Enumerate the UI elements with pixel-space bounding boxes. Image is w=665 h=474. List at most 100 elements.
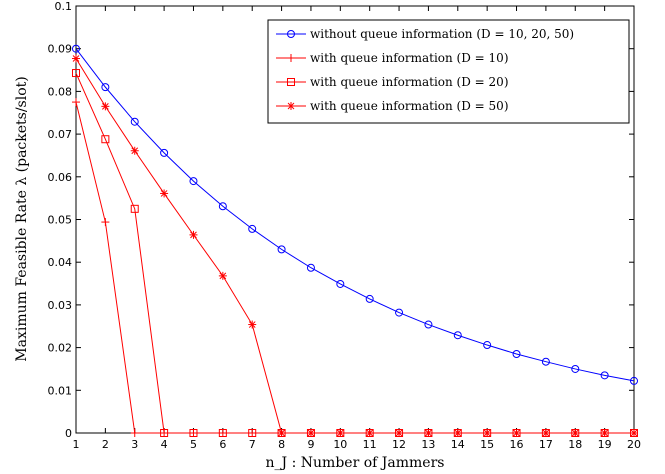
data-point <box>160 189 169 198</box>
y-tick-label: 0.02 <box>48 342 73 355</box>
data-point <box>483 341 492 350</box>
legend-label: with queue information (D = 50) <box>310 99 509 113</box>
data-point <box>218 271 227 280</box>
data-point <box>571 364 580 373</box>
y-tick-label: 0.06 <box>48 171 73 184</box>
data-point <box>541 429 550 437</box>
data-point <box>189 429 198 437</box>
data-point <box>336 279 345 288</box>
legend-entry: with queue information (D = 50) <box>276 99 509 113</box>
y-tick-label: 0.07 <box>48 128 73 141</box>
data-point <box>395 308 404 317</box>
x-tick-label: 20 <box>627 438 641 451</box>
series-1 <box>72 44 638 385</box>
data-point <box>248 429 257 437</box>
data-point <box>130 117 139 126</box>
data-point <box>189 177 198 186</box>
x-tick-label: 7 <box>249 438 256 451</box>
data-point <box>218 202 227 211</box>
x-tick-label: 4 <box>161 438 168 451</box>
data-point <box>130 146 139 155</box>
data-point <box>101 218 110 227</box>
x-tick-label: 13 <box>421 438 435 451</box>
y-tick-label: 0 <box>65 427 72 440</box>
data-point <box>512 429 521 437</box>
legend-marker <box>287 54 295 62</box>
y-axis-label: Maximum Feasible Rate λ (packets/slot) <box>14 76 30 361</box>
axis-ticks: 1 2 3 4 5 6 7 8 9 10 11 12 13 14 15 16 17 18 19 2000.010.02… <box>48 0 642 451</box>
legend: without queue information (D = 10, 20, 5… <box>267 19 630 124</box>
data-point <box>72 98 80 107</box>
data-point <box>248 320 257 329</box>
legend-entry: without queue information (D = 10, 20, 5… <box>276 27 574 41</box>
data-point <box>365 429 374 437</box>
data-point <box>453 331 462 340</box>
y-tick-label: 0.05 <box>48 214 73 227</box>
data-point <box>160 148 169 157</box>
x-tick-label: 1 <box>73 438 80 451</box>
data-point <box>600 371 609 380</box>
data-point <box>130 429 139 437</box>
data-point <box>277 245 286 254</box>
x-tick-label: 9 <box>307 438 314 451</box>
legend-entry: with queue information (D = 20) <box>276 75 509 89</box>
data-point <box>600 429 609 437</box>
data-point <box>541 357 550 366</box>
legend-label: without queue information (D = 10, 20, 5… <box>310 27 574 41</box>
data-point <box>189 230 198 239</box>
x-tick-label: 16 <box>510 438 524 451</box>
legend-box <box>267 19 630 124</box>
x-tick-label: 17 <box>539 438 553 451</box>
legend-label: with queue information (D = 10) <box>310 51 509 65</box>
x-tick-label: 14 <box>451 438 465 451</box>
data-point <box>630 376 638 385</box>
data-point <box>160 429 169 437</box>
x-axis-label: n_J : Number of Jammers <box>266 455 445 471</box>
data-point <box>277 429 286 437</box>
data-point <box>130 204 139 213</box>
data-point <box>424 429 433 437</box>
data-point <box>101 102 110 111</box>
data-point <box>365 294 374 303</box>
data-point <box>72 69 80 78</box>
y-tick-label: 0.08 <box>48 85 73 98</box>
data-point <box>512 350 521 359</box>
x-tick-label: 3 <box>131 438 138 451</box>
y-tick-label: 0.03 <box>48 299 73 312</box>
legend-entry: with queue information (D = 10) <box>276 51 509 65</box>
data-point <box>72 44 80 53</box>
y-tick-label: 0.01 <box>48 384 73 397</box>
data-point <box>306 429 315 437</box>
x-tick-label: 18 <box>568 438 582 451</box>
legend-marker <box>287 78 295 86</box>
data-point <box>571 429 580 437</box>
series-line <box>75 58 634 434</box>
x-tick-label: 15 <box>480 438 494 451</box>
legend-label: with queue information (D = 20) <box>310 75 509 89</box>
x-tick-label: 5 <box>190 438 197 451</box>
x-tick-label: 10 <box>333 438 347 451</box>
data-point <box>336 429 345 437</box>
data-series <box>72 44 638 437</box>
data-point <box>630 429 638 437</box>
x-tick-label: 19 <box>598 438 612 451</box>
data-point <box>72 54 80 63</box>
legend-marker <box>287 30 295 38</box>
y-tick-label: 0.04 <box>48 256 73 269</box>
data-point <box>424 320 433 329</box>
y-tick-label: 0.1 <box>55 0 73 13</box>
data-point <box>395 429 404 437</box>
x-tick-label: 2 <box>102 438 109 451</box>
data-point <box>248 224 257 233</box>
data-point <box>101 135 110 144</box>
legend-marker <box>287 102 295 110</box>
x-tick-label: 11 <box>363 438 377 451</box>
data-point <box>306 263 315 272</box>
data-point <box>218 429 227 437</box>
x-tick-label: 6 <box>219 438 226 451</box>
data-point <box>453 429 462 437</box>
x-tick-label: 8 <box>278 438 285 451</box>
data-point <box>101 83 110 92</box>
data-point <box>483 429 492 437</box>
